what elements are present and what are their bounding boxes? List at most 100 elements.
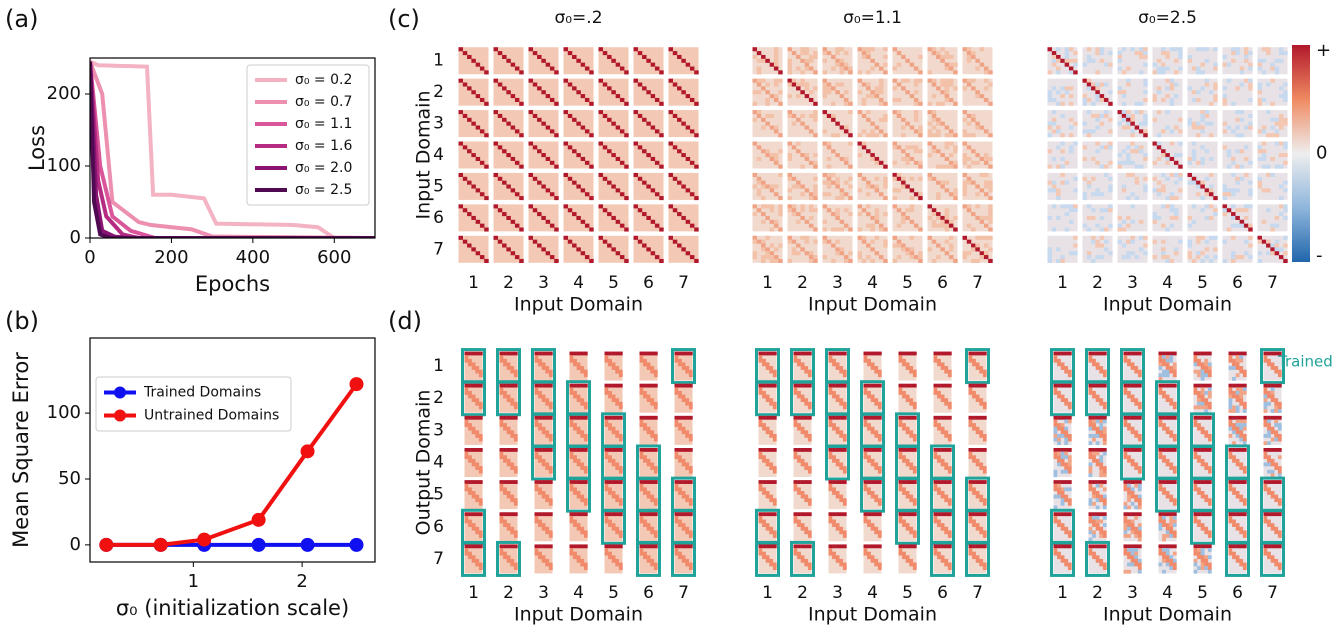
cell xyxy=(510,563,514,567)
cell xyxy=(694,196,698,200)
cell xyxy=(584,480,588,484)
cell xyxy=(902,352,906,356)
cell xyxy=(655,67,659,71)
cell xyxy=(638,208,642,212)
cell xyxy=(1048,122,1052,126)
y-tick-label: 1 xyxy=(433,51,444,71)
matrix-block xyxy=(928,142,958,169)
cell xyxy=(514,416,518,420)
cell xyxy=(475,434,479,438)
cell xyxy=(766,491,770,495)
cell xyxy=(1196,181,1200,185)
cell xyxy=(1092,362,1096,366)
cell xyxy=(948,438,952,442)
cell xyxy=(608,384,612,388)
cell xyxy=(769,559,773,563)
cell xyxy=(1279,212,1283,216)
cell xyxy=(945,224,949,228)
cell xyxy=(675,548,679,552)
cell xyxy=(506,185,510,189)
cell xyxy=(689,370,693,374)
cell xyxy=(475,480,479,484)
cell xyxy=(808,512,812,516)
cell xyxy=(612,491,616,495)
cell xyxy=(1239,434,1243,438)
cell xyxy=(545,370,549,374)
cell xyxy=(634,79,638,83)
cell xyxy=(979,480,983,484)
cell xyxy=(831,212,835,216)
cell xyxy=(678,459,682,463)
cell xyxy=(647,480,651,484)
cell xyxy=(1208,480,1212,484)
cell xyxy=(910,220,914,224)
matrix-block xyxy=(1054,352,1072,381)
cell xyxy=(871,416,875,420)
cell xyxy=(545,466,549,470)
cell xyxy=(529,173,533,177)
cell xyxy=(1130,204,1134,208)
matrix-block xyxy=(963,173,993,200)
matrix-block xyxy=(500,352,518,381)
cell xyxy=(1073,122,1077,126)
cell xyxy=(1173,366,1177,370)
cell xyxy=(805,236,809,240)
cell xyxy=(1064,448,1068,452)
cell xyxy=(1138,502,1142,506)
cell xyxy=(612,559,616,563)
cell xyxy=(1064,370,1068,374)
cell xyxy=(937,544,941,548)
cell xyxy=(879,98,883,102)
cell xyxy=(479,534,483,538)
cell xyxy=(1278,423,1282,427)
cell xyxy=(864,355,868,359)
cell xyxy=(647,416,651,420)
cell xyxy=(1068,438,1072,442)
cell xyxy=(1169,352,1173,356)
cell xyxy=(1174,59,1178,63)
cell xyxy=(905,161,909,165)
cell xyxy=(1124,534,1128,538)
cell xyxy=(1188,251,1192,255)
cell xyxy=(1178,165,1182,169)
cell xyxy=(944,530,948,534)
cell xyxy=(937,352,941,356)
cell xyxy=(757,192,761,196)
cell xyxy=(988,212,992,216)
cell xyxy=(479,563,483,567)
cell xyxy=(545,559,549,563)
cell xyxy=(794,552,798,556)
x-tick-label: 0 xyxy=(84,247,95,268)
cell xyxy=(1227,228,1231,232)
cell xyxy=(1131,487,1135,491)
cell xyxy=(836,527,840,531)
cell xyxy=(835,216,839,220)
cell xyxy=(909,563,913,567)
cell xyxy=(1267,459,1271,463)
cell xyxy=(1165,196,1169,200)
cell xyxy=(1118,122,1122,126)
cell xyxy=(804,463,808,467)
cell xyxy=(1271,352,1275,356)
cell xyxy=(969,512,973,516)
cell xyxy=(1271,427,1275,431)
cell xyxy=(836,362,840,366)
cell xyxy=(953,165,957,169)
cell xyxy=(928,79,932,83)
cell xyxy=(510,430,514,434)
cell xyxy=(878,416,882,420)
cell xyxy=(1069,208,1073,212)
cell xyxy=(788,188,792,192)
cell xyxy=(675,384,679,388)
cell xyxy=(1134,534,1138,538)
cell xyxy=(937,555,941,559)
cell xyxy=(788,240,792,244)
cell xyxy=(1069,47,1073,51)
matrix-block xyxy=(1083,142,1113,169)
cell xyxy=(932,177,936,181)
cell xyxy=(844,224,848,228)
cell xyxy=(753,204,757,208)
cell xyxy=(945,79,949,83)
cell xyxy=(874,559,878,563)
cell xyxy=(537,149,541,153)
